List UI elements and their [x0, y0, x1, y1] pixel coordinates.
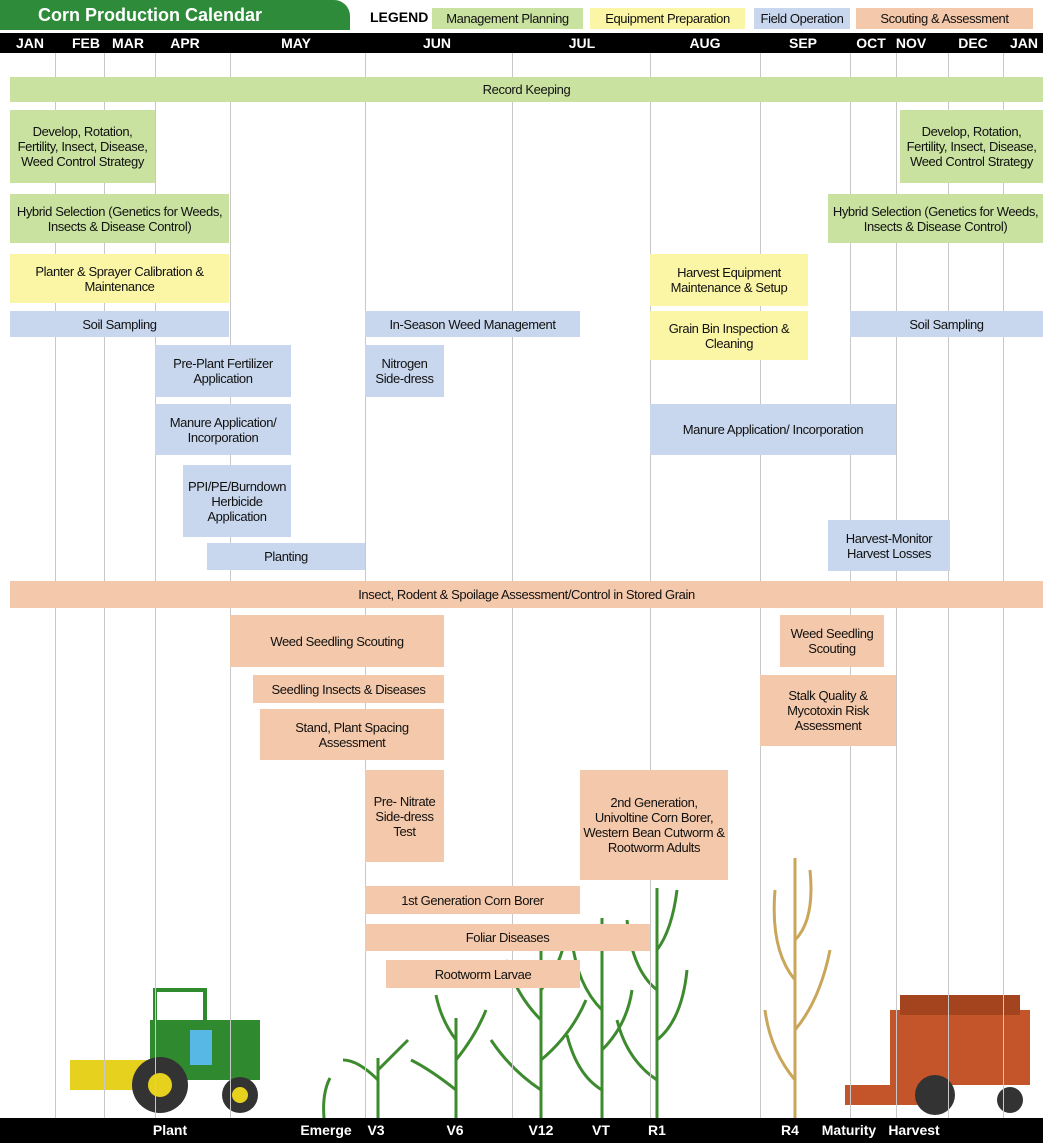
task-bar: Pre- Nitrate Side-dress Test	[365, 770, 444, 862]
month-label: FEB	[72, 35, 100, 51]
task-bar: Pre-Plant Fertilizer Application	[155, 345, 291, 397]
task-bar: Develop, Rotation, Fertility, Insect, Di…	[10, 110, 155, 183]
month-label: DEC	[958, 35, 988, 51]
month-label: JAN	[1010, 35, 1038, 51]
stage-label: VT	[592, 1122, 610, 1138]
task-bar: PPI/PE/Burndown Herbicide Application	[183, 465, 291, 537]
stage-label: V12	[529, 1122, 554, 1138]
month-label: JUN	[423, 35, 451, 51]
task-bar: Harvest-Monitor Harvest Losses	[828, 520, 950, 571]
task-bar: Manure Application/ Incorporation	[155, 404, 291, 455]
task-bar: Planting	[207, 543, 365, 570]
task-bar: Planter & Sprayer Calibration & Maintena…	[10, 254, 229, 303]
legend-item: Field Operation	[754, 8, 850, 29]
month-label: MAY	[281, 35, 311, 51]
task-bar: Record Keeping	[10, 77, 1043, 102]
task-bar: In-Season Weed Management	[365, 311, 580, 337]
task-bar: Foliar Diseases	[365, 924, 650, 951]
month-label: APR	[170, 35, 200, 51]
task-bar: Stalk Quality & Mycotoxin Risk Assessmen…	[760, 675, 896, 746]
title: Corn Production Calendar	[0, 0, 350, 30]
legend-label: LEGEND	[370, 9, 428, 25]
task-bar: Weed Seedling Scouting	[230, 615, 444, 667]
legend-item: Equipment Preparation	[590, 8, 745, 29]
month-label: NOV	[896, 35, 926, 51]
task-bar: Nitrogen Side-dress	[365, 345, 444, 397]
month-label: JUL	[569, 35, 595, 51]
task-bar: Hybrid Selection (Genetics for Weeds, In…	[10, 194, 229, 243]
month-label: JAN	[16, 35, 44, 51]
month-bar	[0, 33, 1043, 53]
page: Corn Production Calendar LEGEND JAN FEB MA…	[0, 0, 1043, 1143]
stage-label: Plant	[153, 1122, 187, 1138]
task-bar: Manure Application/ Incorporation	[650, 404, 896, 455]
month-label: AUG	[689, 35, 720, 51]
stage-label: Harvest	[888, 1122, 939, 1138]
legend-item: Scouting & Assessment	[856, 8, 1033, 29]
task-bar: Soil Sampling	[850, 311, 1043, 337]
task-bar: Harvest Equipment Maintenance & Setup	[650, 254, 808, 306]
stage-label: Maturity	[822, 1122, 876, 1138]
month-label: OCT	[856, 35, 886, 51]
month-label: MAR	[112, 35, 144, 51]
task-bar: Insect, Rodent & Spoilage Assessment/Con…	[10, 581, 1043, 608]
task-bar: Soil Sampling	[10, 311, 229, 337]
task-bar: Rootworm Larvae	[386, 960, 580, 988]
stage-label: V6	[446, 1122, 463, 1138]
task-bar: Hybrid Selection (Genetics for Weeds, In…	[828, 194, 1043, 243]
stage-label: Emerge	[300, 1122, 351, 1138]
task-bar: Grain Bin Inspection & Cleaning	[650, 311, 808, 360]
legend-item: Management Planning	[432, 8, 583, 29]
month-label: SEP	[789, 35, 817, 51]
task-bar: Seedling Insects & Diseases	[253, 675, 444, 703]
task-bar: Weed Seedling Scouting	[780, 615, 884, 667]
stage-label: V3	[367, 1122, 384, 1138]
task-bar: Stand, Plant Spacing Assessment	[260, 709, 444, 760]
stage-label: R4	[781, 1122, 799, 1138]
task-bar: 1st Generation Corn Borer	[365, 886, 580, 914]
task-bar: 2nd Generation, Univoltine Corn Borer, W…	[580, 770, 728, 880]
stage-label: R1	[648, 1122, 666, 1138]
task-bar: Develop, Rotation, Fertility, Insect, Di…	[900, 110, 1043, 183]
